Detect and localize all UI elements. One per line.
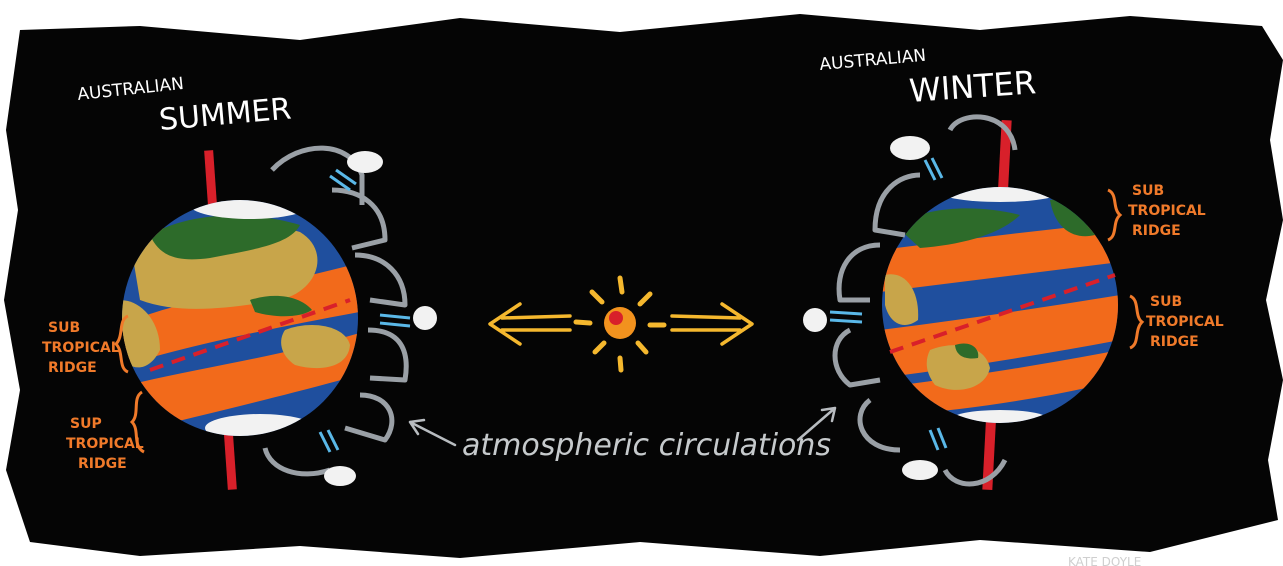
caption-pointer-right-icon [796, 406, 837, 442]
svg-text:RIDGE: RIDGE [1132, 223, 1181, 239]
artist-signature: KATE DOYLE [1068, 555, 1141, 566]
svg-text:SUB: SUB [1150, 294, 1182, 310]
summer-rain [318, 168, 411, 453]
summer-land-tan-west [122, 300, 160, 368]
winter-ridge-brace-1 [1107, 188, 1123, 242]
svg-text:SUP: SUP [70, 416, 102, 432]
summer-ridge-brace-2 [129, 390, 145, 454]
svg-text:SUB: SUB [1132, 183, 1164, 199]
summer-red-dashes [149, 298, 351, 372]
winter-red-dashes [889, 273, 1116, 354]
svg-text:RIDGE: RIDGE [78, 456, 127, 472]
summer-ridge-label-2: SUP TROPICAL RIDGE [66, 416, 144, 472]
winter-ridge-label-1: SUB TROPICAL RIDGE [1128, 183, 1206, 239]
summer-globe [122, 150, 358, 490]
winter-land-tan-west [885, 274, 919, 325]
winter-circulation-cells [832, 114, 1018, 487]
svg-text:TROPICAL: TROPICAL [1146, 314, 1224, 330]
svg-text:RIDGE: RIDGE [48, 360, 97, 376]
winter-ridge-label-2: SUB TROPICAL RIDGE [1146, 294, 1224, 350]
summer-clouds [324, 151, 437, 486]
winter-orange-band-3 [900, 350, 1118, 415]
summer-land-green [150, 215, 300, 260]
summer-ridge-brace-1 [113, 314, 129, 374]
winter-label-big: WINTER [908, 63, 1037, 110]
winter-ridge-brace-2 [1129, 294, 1145, 350]
svg-text:TROPICAL: TROPICAL [66, 436, 144, 452]
winter-ice-north [935, 187, 1065, 202]
winter-land-green [895, 208, 1020, 248]
caption-pointer-left-icon [408, 418, 457, 447]
left-arrow-icon [488, 302, 572, 346]
summer-ridge-label-1: SUB TROPICAL RIDGE [42, 320, 120, 376]
svg-text:TROPICAL: TROPICAL [42, 340, 120, 356]
summer-land-green-2 [250, 295, 312, 317]
svg-text:TROPICAL: TROPICAL [1128, 203, 1206, 219]
winter-rain [829, 157, 948, 451]
svg-text:RIDGE: RIDGE [1150, 334, 1199, 350]
caption-atmospheric-circulations: atmospheric circulations [462, 428, 831, 463]
winter-clouds [803, 136, 938, 480]
winter-ice-south [950, 410, 1050, 423]
winter-orange-band-1 [882, 222, 1118, 292]
right-arrow-icon [670, 302, 754, 346]
svg-text:SUB: SUB [48, 320, 80, 336]
winter-globe [882, 119, 1118, 491]
summer-australia [281, 325, 350, 369]
summer-ice-north [190, 200, 310, 219]
sun-icon [573, 275, 667, 373]
winter-australia-green [955, 343, 979, 359]
summer-orange-band-1 [122, 260, 358, 370]
